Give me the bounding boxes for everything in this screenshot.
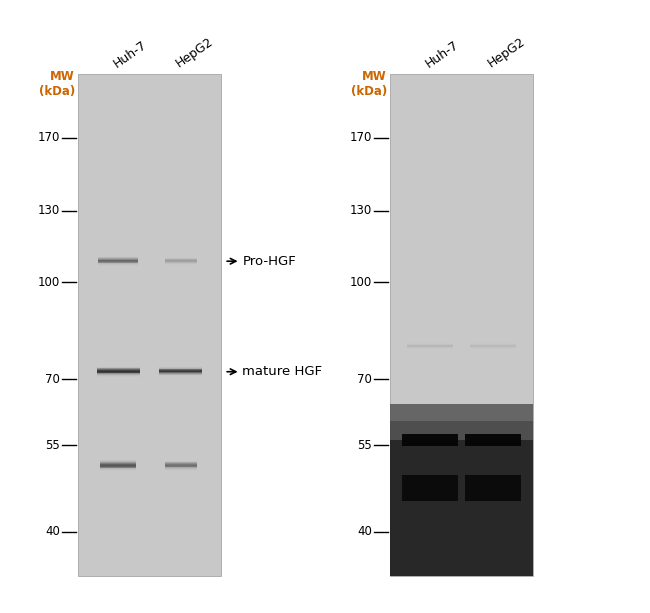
Bar [159,370,203,371]
Bar [159,368,203,370]
Bar [390,74,533,576]
Bar [165,461,197,462]
Bar [96,371,140,373]
Bar [98,262,138,263]
Bar [98,264,138,265]
Text: 100: 100 [350,276,372,289]
Bar [100,464,136,465]
Bar [100,460,136,461]
Text: 40: 40 [357,525,372,538]
Bar [96,376,140,377]
Bar [402,476,458,501]
Text: Huh-7: Huh-7 [422,38,461,70]
Text: 70: 70 [45,373,60,386]
Bar [159,375,203,376]
Text: HepG2: HepG2 [174,36,216,70]
Bar [98,257,138,258]
Text: 70: 70 [357,373,372,386]
Text: 55: 55 [357,439,372,452]
Bar [402,434,458,446]
Text: Pro-HGF: Pro-HGF [242,255,296,268]
Bar [96,369,140,370]
Bar [100,462,136,463]
Bar [159,373,203,374]
Bar [165,463,197,464]
Bar [98,260,138,261]
Bar [96,375,140,376]
Bar [159,367,203,368]
Text: MW
(kDa): MW (kDa) [350,70,387,99]
Bar [96,368,140,369]
Bar [159,371,203,373]
Text: HepG2: HepG2 [486,36,528,70]
Bar [165,467,197,468]
Text: 40: 40 [45,525,60,538]
Text: 170: 170 [38,131,60,144]
Text: 130: 130 [38,204,60,217]
Text: Huh-7: Huh-7 [111,38,149,70]
Bar [165,468,197,469]
Bar [165,469,197,470]
Bar [78,74,221,576]
Text: 170: 170 [350,131,372,144]
Bar [96,373,140,375]
Text: 55: 55 [45,439,60,452]
Bar [165,465,197,466]
Bar [165,470,197,471]
Bar [100,465,136,466]
Bar [390,421,533,576]
Bar [98,265,138,266]
Bar [100,461,136,462]
Text: MW
(kDa): MW (kDa) [38,70,75,99]
Bar [390,404,533,440]
Bar [100,468,136,470]
Bar [98,263,138,264]
Bar [100,466,136,468]
Text: 130: 130 [350,204,372,217]
Bar [165,462,197,463]
Bar [165,466,197,467]
Bar [465,476,521,501]
Bar [98,259,138,260]
Bar [96,370,140,371]
Bar [98,258,138,259]
Bar [165,464,197,465]
Text: 100: 100 [38,276,60,289]
Bar [159,374,203,375]
Bar [96,367,140,368]
Bar [98,261,138,262]
Bar [100,463,136,464]
Bar [100,470,136,471]
Bar [465,434,521,446]
Text: mature HGF: mature HGF [242,365,322,378]
